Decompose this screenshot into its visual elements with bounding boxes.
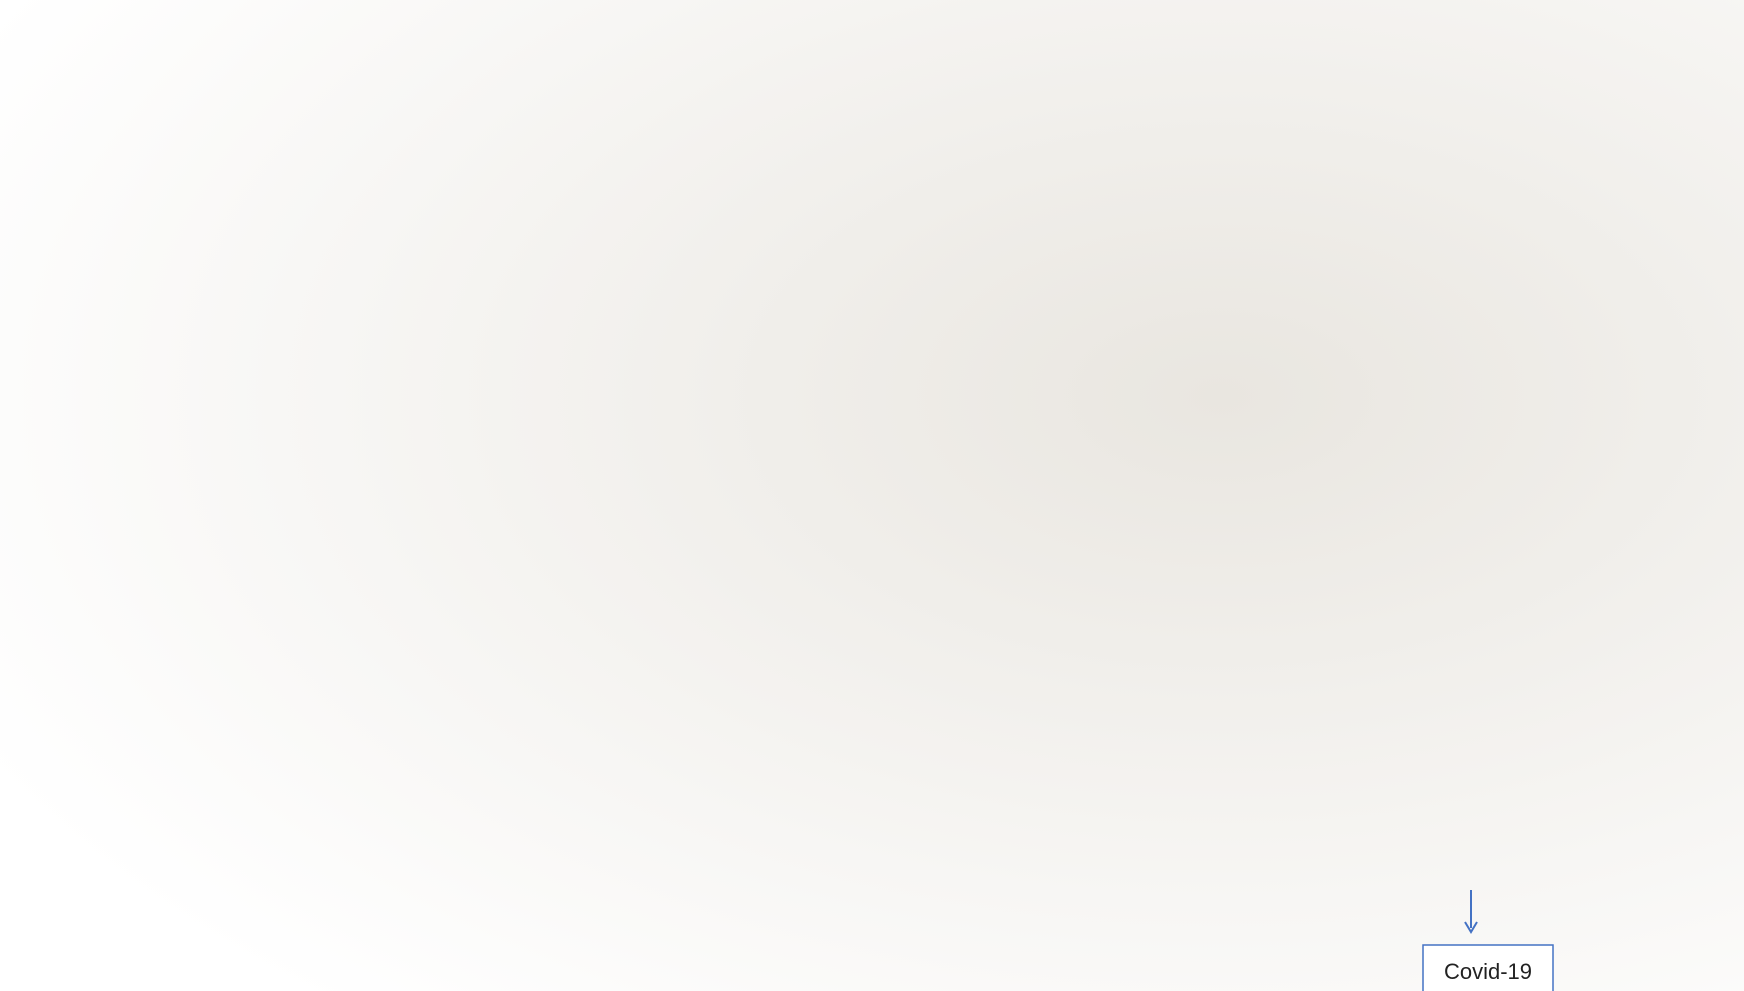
annotation: Covid-19 — [1444, 959, 1532, 984]
background — [0, 0, 1744, 991]
chart: Počet účastnících se mlékárenPočet soutě… — [0, 0, 1744, 991]
